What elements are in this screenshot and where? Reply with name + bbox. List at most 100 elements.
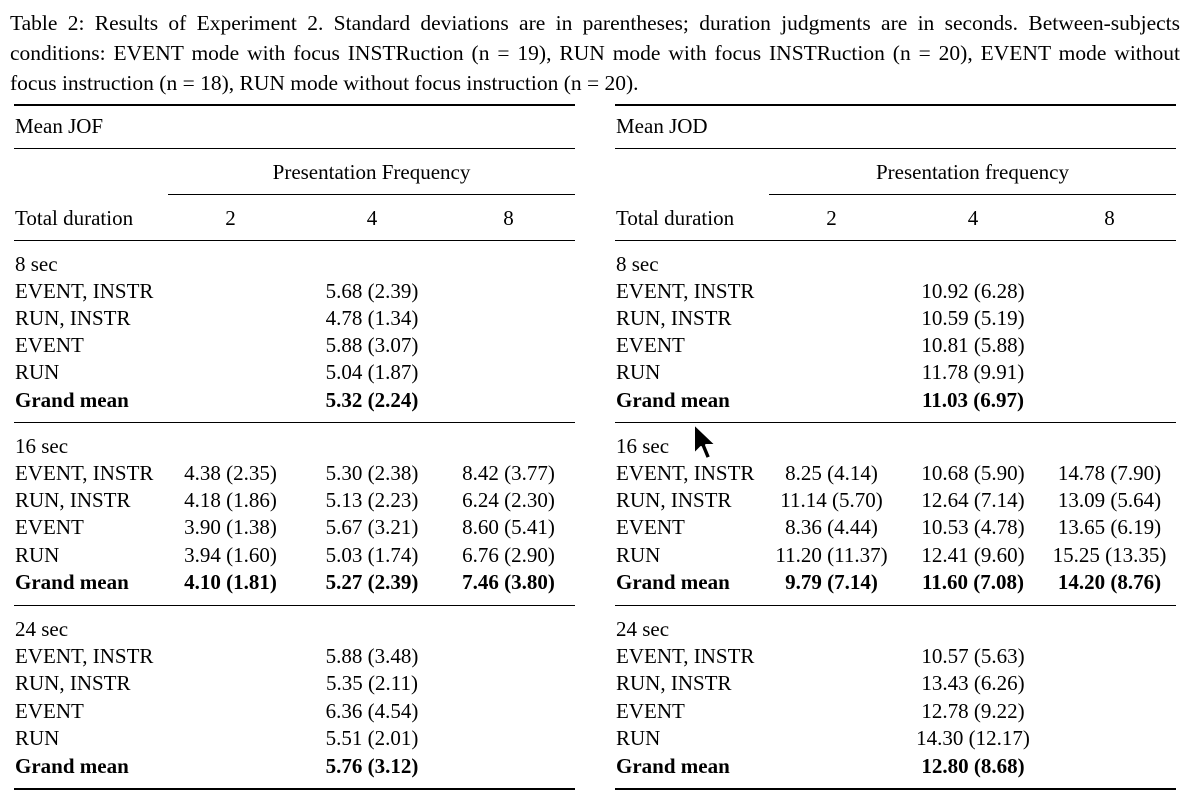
rule xyxy=(14,148,575,149)
col-header-8: 8 xyxy=(1104,206,1115,230)
row-label: EVENT, INSTR xyxy=(616,461,755,485)
section-label: 16 sec xyxy=(15,434,69,458)
cell-value: 13.09 (5.64) xyxy=(1057,488,1162,512)
col-label: Total duration xyxy=(616,206,735,230)
top-rule xyxy=(615,104,1176,106)
col-header-4: 4 xyxy=(967,206,979,230)
cell-value: 8.42 (3.77) xyxy=(462,461,555,485)
col-header-2: 2 xyxy=(826,206,837,230)
grand-mean-value: 11.03 (6.97) xyxy=(921,388,1025,412)
cell-value: 5.68 (2.39) xyxy=(325,279,419,303)
grand-mean-label: Grand mean xyxy=(15,388,129,412)
cell-value: 8.25 (4.14) xyxy=(785,461,878,485)
cell-value: 5.67 (3.21) xyxy=(325,515,419,539)
col-header-8: 8 xyxy=(503,206,514,230)
cell-value: 5.04 (1.87) xyxy=(325,360,419,384)
col-header-2: 2 xyxy=(225,206,236,230)
grand-mean-label: Grand mean xyxy=(616,570,730,594)
section-label: 16 sec xyxy=(616,434,670,458)
cell-value: 10.57 (5.63) xyxy=(921,644,1025,668)
table-caption: Table 2: Results of Experiment 2. Standa… xyxy=(10,11,1180,95)
row-label: EVENT xyxy=(616,333,685,357)
cell-value: 4.78 (1.34) xyxy=(325,306,419,330)
rule xyxy=(14,240,575,241)
rule xyxy=(14,605,575,606)
col-header-4: 4 xyxy=(366,206,378,230)
cell-value: 12.41 (9.60) xyxy=(921,543,1025,567)
row-label: EVENT xyxy=(15,699,84,723)
cell-value: 5.03 (1.74) xyxy=(325,543,419,567)
grand-mean-value: 14.20 (8.76) xyxy=(1057,570,1162,594)
cell-value: 11.78 (9.91) xyxy=(921,360,1025,384)
grand-mean-value: 7.46 (3.80) xyxy=(462,570,555,594)
rule xyxy=(615,605,1176,606)
span-rule xyxy=(769,194,1176,195)
cell-value: 10.59 (5.19) xyxy=(921,306,1025,330)
cell-value: 10.68 (5.90) xyxy=(921,461,1025,485)
grand-mean-value: 9.79 (7.14) xyxy=(785,570,878,594)
row-label: RUN xyxy=(15,543,60,567)
cell-value: 14.78 (7.90) xyxy=(1057,461,1162,485)
grand-mean-value: 4.10 (1.81) xyxy=(184,570,277,594)
cell-value: 11.20 (11.37) xyxy=(775,543,888,567)
section-label: 24 sec xyxy=(15,617,69,641)
row-label: EVENT, INSTR xyxy=(15,279,154,303)
span-header: Presentation frequency xyxy=(875,160,1069,184)
cell-value: 11.14 (5.70) xyxy=(780,488,883,512)
mouse-pointer-icon xyxy=(693,423,717,460)
row-label: RUN, INSTR xyxy=(616,671,732,695)
cell-value: 13.65 (6.19) xyxy=(1057,515,1162,539)
rule xyxy=(615,422,1176,423)
cell-value: 8.60 (5.41) xyxy=(462,515,555,539)
section-label: 8 sec xyxy=(15,252,58,276)
grand-mean-value: 5.32 (2.24) xyxy=(325,388,419,412)
cell-value: 6.76 (2.90) xyxy=(462,543,555,567)
cell-value: 14.30 (12.17) xyxy=(916,726,1030,750)
row-label: EVENT, INSTR xyxy=(15,644,154,668)
row-label: EVENT xyxy=(616,699,685,723)
cell-value: 6.24 (2.30) xyxy=(462,488,555,512)
cell-value: 5.88 (3.48) xyxy=(325,644,419,668)
span-header: Presentation Frequency xyxy=(272,160,471,184)
cell-value: 5.13 (2.23) xyxy=(325,488,419,512)
cell-value: 5.30 (2.38) xyxy=(325,461,419,485)
cell-value: 12.64 (7.14) xyxy=(921,488,1025,512)
cell-value: 12.78 (9.22) xyxy=(921,699,1025,723)
rule xyxy=(615,148,1176,149)
row-label: RUN, INSTR xyxy=(616,488,732,512)
row-label: RUN xyxy=(616,543,661,567)
grand-mean-label: Grand mean xyxy=(616,388,730,412)
cell-value: 10.53 (4.78) xyxy=(921,515,1025,539)
rule xyxy=(14,422,575,423)
cell-value: 3.94 (1.60) xyxy=(184,543,277,567)
row-label: RUN xyxy=(15,360,60,384)
top-rule xyxy=(14,104,575,106)
cell-value: 5.51 (2.01) xyxy=(325,726,419,750)
grand-mean-value: 12.80 (8.68) xyxy=(921,754,1025,778)
span-rule xyxy=(168,194,575,195)
grand-mean-value: 5.76 (3.12) xyxy=(325,754,419,778)
table-title: Mean JOD xyxy=(616,114,708,138)
grand-mean-value: 5.27 (2.39) xyxy=(325,570,419,594)
row-label: RUN, INSTR xyxy=(616,306,732,330)
row-label: EVENT xyxy=(15,515,84,539)
row-label: EVENT xyxy=(15,333,84,357)
cell-value: 4.38 (2.35) xyxy=(184,461,277,485)
row-label: RUN, INSTR xyxy=(15,488,131,512)
bottom-rule xyxy=(14,788,575,790)
cell-value: 15.25 (13.35) xyxy=(1052,543,1167,567)
row-label: EVENT, INSTR xyxy=(15,461,154,485)
cell-value: 13.43 (6.26) xyxy=(921,671,1025,695)
row-label: EVENT, INSTR xyxy=(616,644,755,668)
row-label: EVENT xyxy=(616,515,685,539)
row-label: RUN xyxy=(15,726,60,750)
cell-value: 4.18 (1.86) xyxy=(184,488,277,512)
row-label: EVENT, INSTR xyxy=(616,279,755,303)
rule xyxy=(615,240,1176,241)
row-label: RUN, INSTR xyxy=(15,306,131,330)
bottom-rule xyxy=(615,788,1176,790)
grand-mean-label: Grand mean xyxy=(15,754,129,778)
cell-value: 6.36 (4.54) xyxy=(325,699,419,723)
col-label: Total duration xyxy=(15,206,134,230)
cell-value: 10.81 (5.88) xyxy=(921,333,1025,357)
